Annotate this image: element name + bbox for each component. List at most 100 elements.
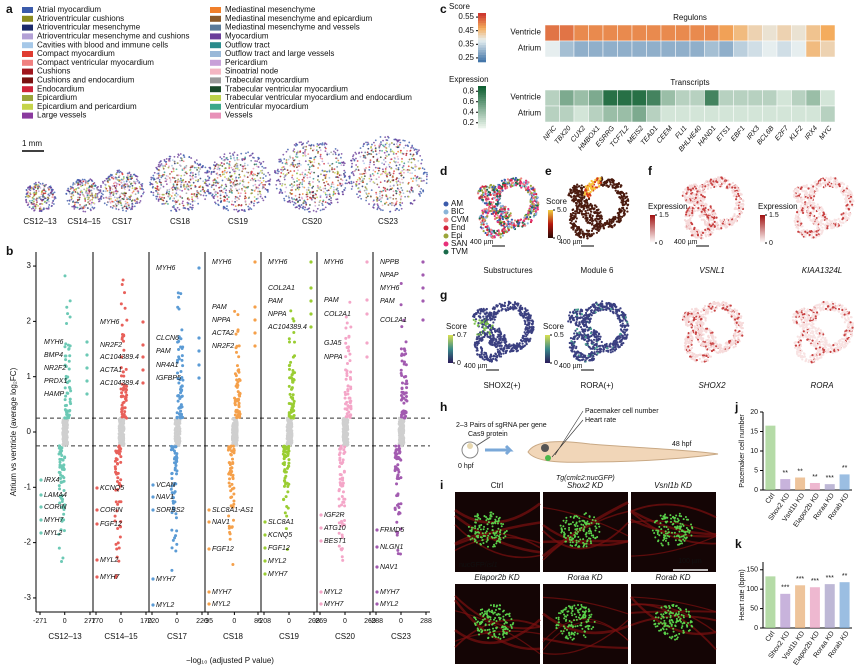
cell-dot xyxy=(44,192,47,195)
cell-dot xyxy=(37,190,40,193)
cell-dot xyxy=(25,201,28,203)
cell-dot xyxy=(365,167,367,169)
point xyxy=(287,422,291,425)
cell-dot xyxy=(236,167,239,170)
cell-dot xyxy=(385,149,388,152)
cell-dot xyxy=(376,203,379,206)
point xyxy=(290,425,293,428)
cell-dot xyxy=(370,189,373,192)
cell-dot xyxy=(158,198,160,201)
point xyxy=(170,546,174,550)
cell-dot xyxy=(308,191,311,194)
cell-dot xyxy=(324,201,327,204)
cell-dot xyxy=(278,192,281,195)
point xyxy=(263,533,267,537)
stage-label: CS14–15 xyxy=(104,632,138,641)
cell-dot xyxy=(389,174,392,177)
cell-dot xyxy=(342,164,345,167)
panel-label: h xyxy=(440,400,447,414)
cell-dot xyxy=(260,181,263,184)
cell-dot xyxy=(159,174,161,177)
cell-dot xyxy=(348,181,351,184)
cell-dot xyxy=(84,206,87,208)
point xyxy=(151,603,155,607)
cell-dot xyxy=(418,184,420,187)
point xyxy=(233,440,237,443)
cell-dot xyxy=(248,208,250,211)
heatmap-cell xyxy=(544,89,560,107)
cell-dot xyxy=(111,174,113,176)
cell-dot xyxy=(77,187,79,189)
cell-dot xyxy=(356,178,359,181)
cell-dot xyxy=(83,178,86,181)
cell-dot xyxy=(296,151,298,154)
point xyxy=(375,565,379,569)
cell-dot xyxy=(81,183,84,186)
gene-label: MYH6 xyxy=(212,259,232,266)
point xyxy=(292,330,296,334)
cell-dot xyxy=(261,187,264,190)
cell-dot xyxy=(111,206,114,209)
cell-dot xyxy=(380,209,382,211)
cell-dot xyxy=(254,179,257,182)
heatmap-cell xyxy=(559,89,575,107)
cell-dot xyxy=(89,178,92,181)
point xyxy=(237,344,241,348)
cell-dot xyxy=(325,173,328,176)
gene-label: ACTA2 xyxy=(211,330,234,337)
cell-dot xyxy=(167,166,170,169)
point xyxy=(398,431,401,435)
cell-dot xyxy=(204,182,207,185)
point xyxy=(229,444,233,448)
cell-dot xyxy=(30,187,33,190)
colorbar-step xyxy=(478,104,486,108)
cell-dot xyxy=(86,207,89,209)
cell-dot xyxy=(411,144,414,147)
cell-dot xyxy=(398,209,400,212)
point xyxy=(66,343,70,347)
point xyxy=(398,511,402,515)
cell-dot xyxy=(302,205,305,208)
cell-dot xyxy=(167,192,170,195)
gene-label: MYH6 xyxy=(324,259,344,266)
point xyxy=(344,355,348,359)
cell-dot xyxy=(71,186,74,189)
cell-dot xyxy=(179,189,182,192)
point xyxy=(85,353,89,357)
cell-dot xyxy=(204,171,207,174)
cell-dot xyxy=(345,179,348,182)
point xyxy=(181,364,185,368)
colorbar-step xyxy=(478,117,486,120)
gene-label: MYL2 xyxy=(380,601,398,608)
cell-dot xyxy=(358,152,360,155)
cell-dot xyxy=(374,147,377,150)
point xyxy=(197,336,201,340)
gene-label: ATG10 xyxy=(323,525,346,532)
y-axis-label: Atrium vs ventricle (average log₂FC) xyxy=(9,367,18,496)
cell-dot xyxy=(217,166,220,169)
cell-dot xyxy=(336,172,339,175)
cell-dot xyxy=(219,197,222,200)
cell-dot xyxy=(240,204,243,207)
cell-dot xyxy=(150,178,153,181)
point xyxy=(235,399,239,403)
cell-dot xyxy=(330,151,333,154)
point xyxy=(123,415,127,419)
cell-dot xyxy=(117,176,120,179)
cell-dot xyxy=(218,186,220,189)
cell-dot xyxy=(416,175,419,178)
cell-dot xyxy=(400,171,402,174)
cell-dot xyxy=(298,178,300,181)
cell-dot xyxy=(283,168,286,171)
point xyxy=(284,527,288,531)
point xyxy=(309,286,313,290)
point xyxy=(95,575,99,579)
cell-dot xyxy=(182,185,185,188)
heatmap-cell xyxy=(791,40,807,58)
gene-label: HAMP xyxy=(44,391,65,398)
cell-dot xyxy=(277,172,279,175)
cell-dot xyxy=(251,152,254,155)
cell-dot xyxy=(177,153,180,156)
point xyxy=(283,461,287,465)
cell-dot xyxy=(242,165,245,168)
